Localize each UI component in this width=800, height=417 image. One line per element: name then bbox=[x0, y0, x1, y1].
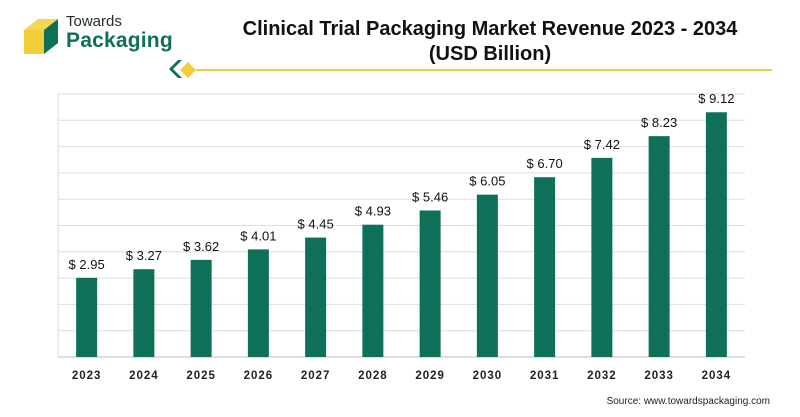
bar bbox=[705, 112, 727, 357]
x-tick-label: 2033 bbox=[644, 370, 674, 382]
bar bbox=[419, 210, 441, 357]
x-tick-label: 2030 bbox=[473, 370, 503, 382]
bar bbox=[247, 249, 269, 357]
bar bbox=[76, 277, 98, 357]
x-tick-label: 2031 bbox=[530, 370, 560, 382]
bar-value-label: $ 6.05 bbox=[469, 174, 505, 189]
bar-value-label: $ 4.45 bbox=[298, 217, 334, 232]
bar-value-label: $ 2.95 bbox=[69, 257, 105, 272]
bar-value-label: $ 4.01 bbox=[240, 228, 276, 243]
bar-value-label: $ 8.23 bbox=[641, 115, 677, 130]
x-tick-label: 2034 bbox=[702, 370, 732, 382]
x-tick-label: 2027 bbox=[301, 370, 331, 382]
bar-value-label: $ 3.27 bbox=[126, 248, 162, 263]
x-tick-label: 2029 bbox=[415, 370, 445, 382]
x-tick-label: 2028 bbox=[358, 370, 388, 382]
chart-title-line-2: (USD Billion) bbox=[428, 43, 552, 65]
bar-value-label: $ 9.12 bbox=[698, 91, 734, 106]
x-tick-label: 2025 bbox=[186, 370, 216, 382]
bar bbox=[534, 177, 556, 357]
bar bbox=[133, 269, 155, 357]
bar-value-label: $ 6.70 bbox=[527, 156, 563, 171]
title-divider bbox=[196, 69, 772, 71]
bar bbox=[190, 259, 212, 357]
bar bbox=[591, 157, 613, 357]
x-tick-label: 2026 bbox=[244, 370, 274, 382]
brand-line-2: Packaging bbox=[66, 29, 173, 52]
chart-title-line-1: Clinical Trial Packaging Market Revenue … bbox=[242, 18, 738, 40]
chart-title: Clinical Trial Packaging Market Revenue … bbox=[200, 17, 780, 67]
source-note: Source: www.towardspackaging.com bbox=[606, 396, 770, 407]
bar-value-label: $ 3.62 bbox=[183, 239, 219, 254]
bar bbox=[476, 194, 498, 357]
bar bbox=[648, 136, 670, 357]
brand-line-1: Towards bbox=[66, 13, 122, 30]
divider-chevron-icon bbox=[169, 60, 196, 78]
bar bbox=[305, 237, 327, 357]
bar-value-label: $ 4.93 bbox=[355, 204, 391, 219]
x-tick-label: 2023 bbox=[72, 370, 102, 382]
bar-value-label: $ 7.42 bbox=[584, 137, 620, 152]
bar bbox=[362, 224, 384, 357]
x-tick-label: 2024 bbox=[129, 370, 159, 382]
towards-packaging-logo-icon bbox=[24, 19, 58, 54]
bar-value-label: $ 5.46 bbox=[412, 189, 448, 204]
x-tick-label: 2032 bbox=[587, 370, 617, 382]
